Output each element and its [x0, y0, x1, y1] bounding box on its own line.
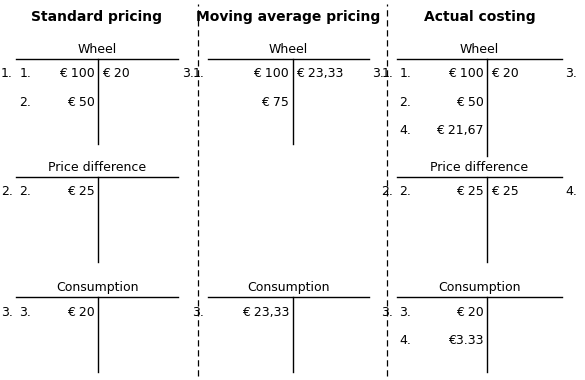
- Text: 3.: 3.: [381, 306, 393, 318]
- Text: 1.: 1.: [19, 67, 31, 80]
- Text: € 100: € 100: [448, 67, 484, 80]
- Text: 3.: 3.: [372, 67, 384, 80]
- Text: €3.33: €3.33: [448, 334, 484, 347]
- Text: € 20: € 20: [491, 67, 518, 80]
- Text: 1.: 1.: [1, 67, 13, 80]
- Text: 3.: 3.: [1, 306, 13, 318]
- Text: 2.: 2.: [19, 185, 31, 198]
- Text: Actual costing: Actual costing: [424, 10, 535, 24]
- Text: € 20: € 20: [67, 306, 95, 318]
- Text: Price difference: Price difference: [49, 161, 146, 174]
- Text: € 23,33: € 23,33: [242, 306, 289, 318]
- Text: 2.: 2.: [381, 185, 393, 198]
- Text: 4.: 4.: [400, 334, 411, 347]
- Text: Wheel: Wheel: [269, 43, 308, 56]
- Text: € 20: € 20: [102, 67, 129, 80]
- Text: 4.: 4.: [565, 185, 577, 198]
- Text: Wheel: Wheel: [459, 43, 499, 56]
- Text: € 100: € 100: [59, 67, 95, 80]
- Text: € 25: € 25: [491, 185, 518, 198]
- Text: € 21,67: € 21,67: [436, 124, 484, 137]
- Text: € 50: € 50: [456, 96, 484, 109]
- Text: 2.: 2.: [1, 185, 13, 198]
- Text: 2.: 2.: [400, 96, 411, 109]
- Text: € 100: € 100: [253, 67, 289, 80]
- Text: 3.: 3.: [192, 306, 204, 318]
- Text: 2.: 2.: [19, 96, 31, 109]
- Text: Moving average pricing: Moving average pricing: [197, 10, 380, 24]
- Text: € 20: € 20: [456, 306, 484, 318]
- Text: Wheel: Wheel: [78, 43, 117, 56]
- Text: € 75: € 75: [261, 96, 289, 109]
- Text: Consumption: Consumption: [247, 281, 329, 294]
- Text: € 25: € 25: [67, 185, 95, 198]
- Text: 1.: 1.: [192, 67, 204, 80]
- Text: Price difference: Price difference: [430, 161, 528, 174]
- Text: Standard pricing: Standard pricing: [31, 10, 162, 24]
- Text: 3.: 3.: [19, 306, 31, 318]
- Text: 1.: 1.: [381, 67, 393, 80]
- Text: 3.: 3.: [400, 306, 411, 318]
- Text: 3.: 3.: [565, 67, 577, 80]
- Text: 2.: 2.: [400, 185, 411, 198]
- Text: 3.: 3.: [182, 67, 194, 80]
- Text: 1.: 1.: [400, 67, 411, 80]
- Text: € 25: € 25: [456, 185, 484, 198]
- Text: Consumption: Consumption: [56, 281, 139, 294]
- Text: Consumption: Consumption: [438, 281, 521, 294]
- Text: € 23,33: € 23,33: [296, 67, 343, 80]
- Text: € 50: € 50: [67, 96, 95, 109]
- Text: 4.: 4.: [400, 124, 411, 137]
